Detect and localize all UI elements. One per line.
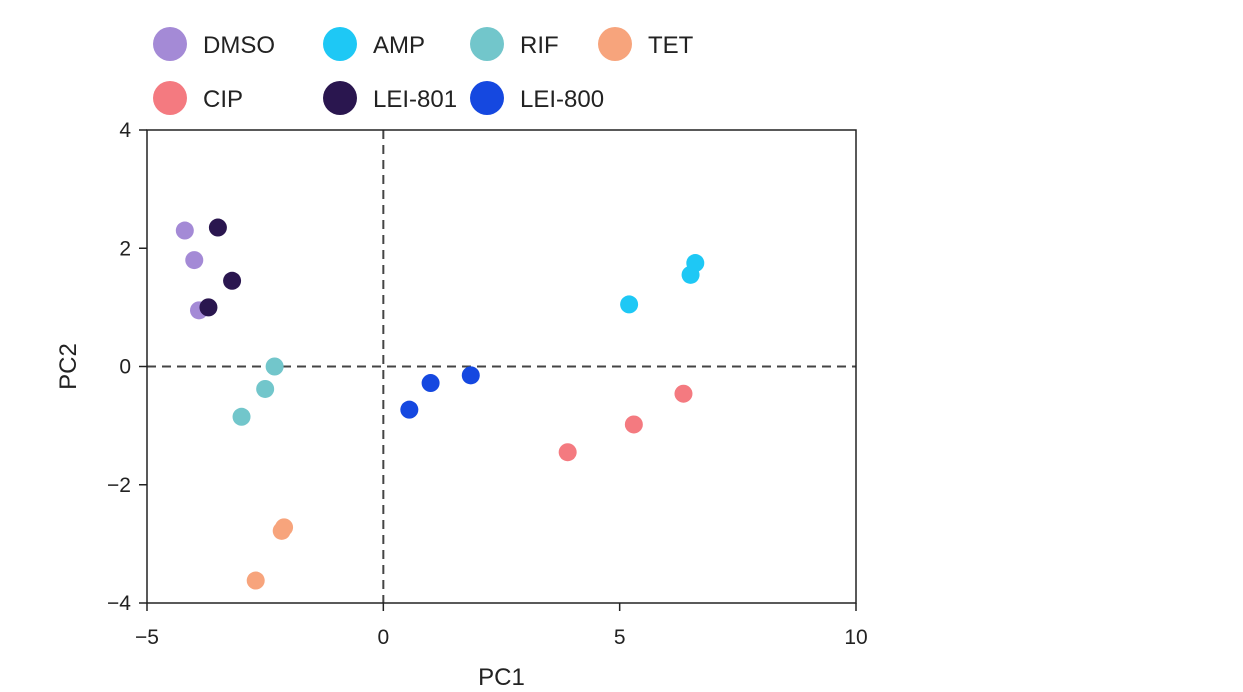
legend-label: AMP: [373, 32, 425, 59]
data-point: [223, 271, 242, 290]
legend-swatch: [153, 27, 187, 61]
data-point: [624, 415, 643, 434]
data-points: [175, 218, 705, 590]
x-axis-ticks: −5 0 5 10: [135, 603, 868, 649]
x-tick-label: 5: [614, 626, 626, 649]
data-point: [558, 443, 577, 462]
data-point: [185, 251, 204, 270]
legend-swatch: [323, 27, 357, 61]
legend-item-tet: TET: [598, 27, 694, 61]
legend-item-cip: CIP: [153, 81, 243, 115]
x-axis-label: PC1: [478, 664, 525, 691]
legend: DMSO AMP RIF TET CIP LEI-801 LEI-800: [153, 27, 694, 115]
y-tick-label: −4: [107, 592, 131, 615]
y-tick-label: 2: [119, 237, 131, 260]
legend-label: CIP: [203, 86, 243, 113]
y-tick-label: 0: [119, 356, 131, 379]
y-axis-label: PC2: [55, 343, 82, 390]
series-rif: [232, 357, 284, 426]
legend-label: TET: [648, 32, 694, 59]
data-point: [208, 218, 227, 237]
data-point: [232, 407, 251, 426]
y-tick-label: −2: [107, 474, 131, 497]
legend-item-rif: RIF: [470, 27, 559, 61]
legend-swatch: [323, 81, 357, 115]
series-tet: [246, 518, 294, 590]
legend-label: LEI-800: [520, 86, 604, 113]
legend-item-dmso: DMSO: [153, 27, 275, 61]
data-point: [199, 298, 218, 317]
legend-swatch: [153, 81, 187, 115]
legend-swatch: [470, 27, 504, 61]
data-point: [421, 374, 440, 393]
data-point: [461, 366, 480, 385]
data-point: [265, 357, 284, 376]
legend-label: LEI-801: [373, 86, 457, 113]
data-point: [272, 521, 291, 540]
data-point: [246, 571, 265, 590]
x-tick-label: 10: [844, 626, 867, 649]
series-lei-800: [400, 366, 480, 419]
legend-item-lei-801: LEI-801: [323, 81, 457, 115]
data-point: [686, 254, 705, 273]
legend-item-amp: AMP: [323, 27, 425, 61]
legend-label: RIF: [520, 32, 559, 59]
legend-swatch: [598, 27, 632, 61]
x-tick-label: −5: [135, 626, 159, 649]
data-point: [256, 379, 275, 398]
y-axis-ticks: −4 −2 0 2 4: [107, 119, 147, 615]
legend-item-lei-800: LEI-800: [470, 81, 604, 115]
data-point: [175, 221, 194, 240]
x-tick-label: 0: [377, 626, 389, 649]
series-amp: [620, 254, 705, 314]
legend-swatch: [470, 81, 504, 115]
data-point: [674, 384, 693, 403]
legend-label: DMSO: [203, 32, 275, 59]
series-cip: [558, 384, 693, 462]
data-point: [620, 295, 639, 314]
reference-lines: [147, 130, 856, 603]
y-tick-label: 4: [119, 119, 131, 142]
data-point: [400, 400, 419, 419]
series-lei-801: [199, 218, 242, 317]
